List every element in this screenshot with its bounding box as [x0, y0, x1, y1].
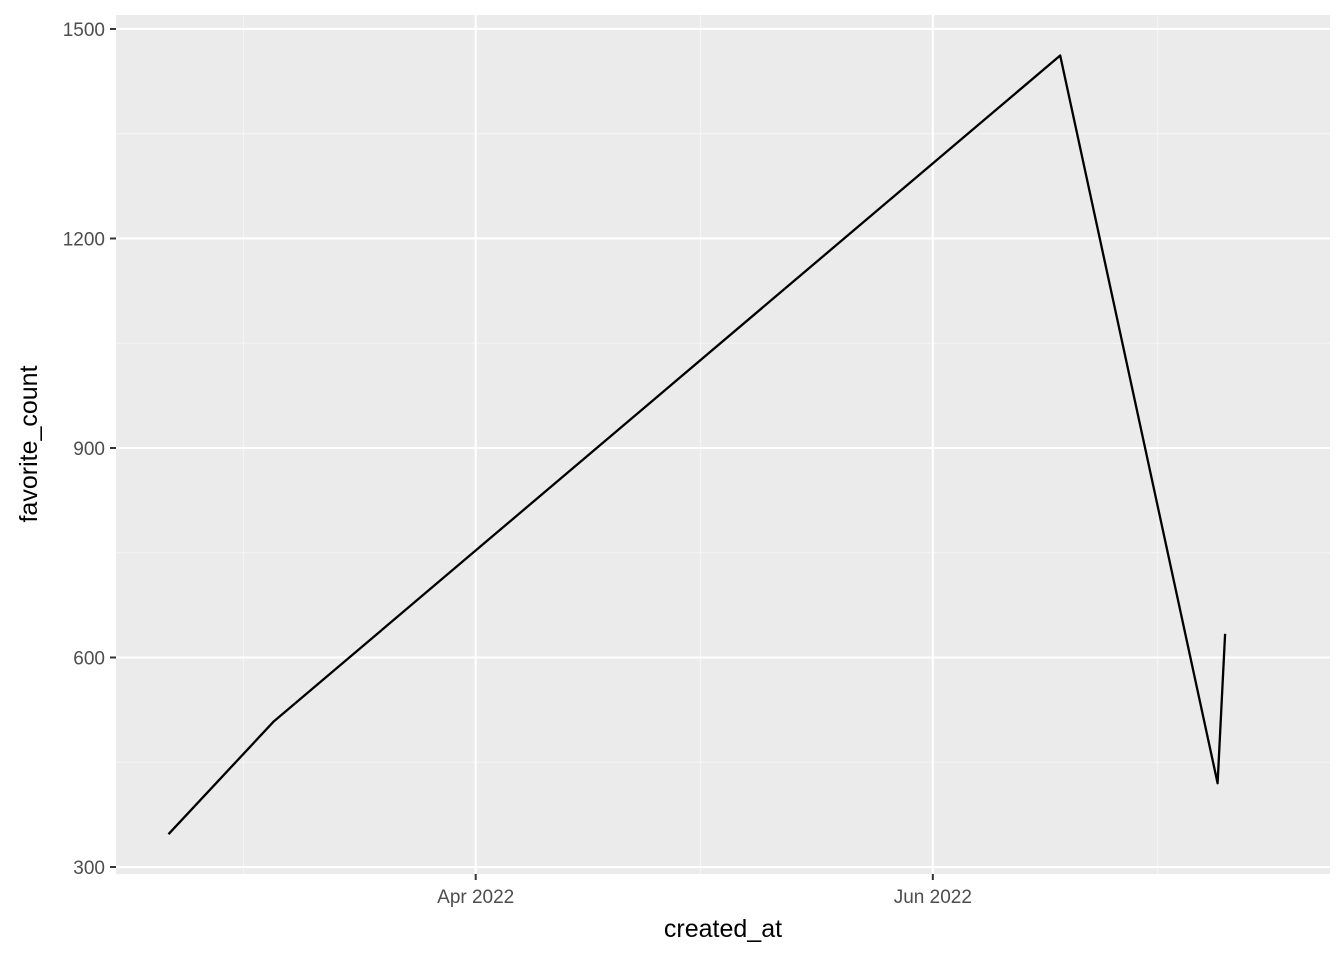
y-tick-label: 300: [73, 858, 105, 879]
y-tick-label: 600: [73, 649, 105, 670]
y-axis-title: favorite_count: [15, 365, 43, 522]
series-line: [167, 54, 1227, 835]
y-axis: 300 600 900 1200 1500: [63, 20, 116, 879]
major-gridlines: [116, 15, 1330, 874]
y-tick-label: 900: [73, 439, 105, 460]
x-axis: Apr 2022 Jun 2022: [437, 874, 972, 908]
x-tick-label: Jun 2022: [894, 887, 972, 908]
plot-panel: [116, 15, 1330, 874]
x-axis-title: created_at: [664, 915, 782, 943]
minor-gridlines: [116, 15, 1330, 874]
y-tick-label: 1500: [63, 20, 105, 41]
x-tick-label: Apr 2022: [437, 887, 514, 908]
series-layer: [167, 54, 1227, 835]
y-tick-label: 1200: [63, 229, 105, 250]
